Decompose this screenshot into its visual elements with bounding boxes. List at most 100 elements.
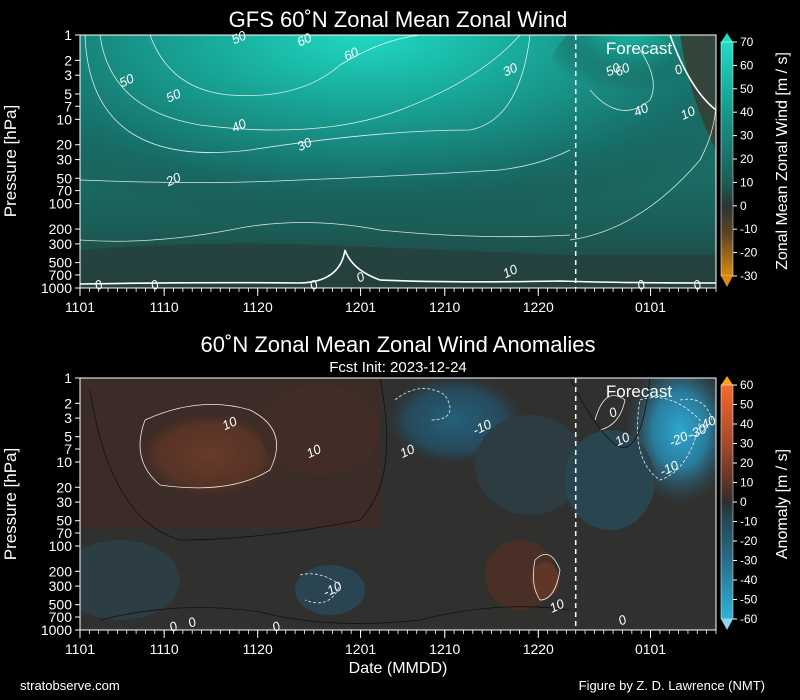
y-tick-label: 30 — [56, 152, 72, 168]
y-tick-label: 20 — [56, 137, 72, 153]
anomaly-field — [80, 378, 716, 630]
colorbar-tick-label: -10 — [740, 515, 758, 529]
chart-subtitle-bottom: Fcst Init: 2023-12-24 — [329, 359, 467, 376]
colorbar-tick-label: 60 — [740, 58, 754, 72]
contour-label: 30 — [295, 134, 315, 154]
colorbar-tick-label: 40 — [740, 105, 754, 119]
colorbar-tick-label: 60 — [740, 378, 754, 392]
y-tick-label: 500 — [49, 597, 73, 613]
contour-label: 60 — [295, 29, 315, 49]
x-tick-label: 0101 — [635, 641, 666, 657]
y-tick-label: 1000 — [41, 622, 72, 638]
y-tick-label: 10 — [56, 111, 72, 127]
contour-label: 60 — [613, 59, 633, 79]
contour-label: -10 — [470, 416, 494, 438]
contour-label: -10 — [657, 457, 681, 479]
x-tick-label: 1201 — [345, 641, 376, 657]
y-tick-label: 10 — [56, 454, 72, 470]
colorbar-tick-label: 30 — [740, 129, 754, 143]
contour-label: 50 — [164, 85, 184, 105]
x-tick-label: 1101 — [65, 299, 95, 315]
contour-label: 10 — [547, 596, 567, 616]
y-tick-label: 100 — [49, 538, 73, 554]
contour-label: 40 — [229, 115, 249, 135]
y-tick-label: 30 — [56, 494, 72, 510]
contour-label: 50 — [229, 27, 249, 47]
x-tick-label: 0101 — [635, 299, 666, 315]
colorbar-tick-label: 20 — [740, 152, 754, 166]
contour-label: -30 — [685, 421, 709, 443]
x-tick-label: 1220 — [523, 641, 554, 657]
y-tick-label: 5 — [64, 86, 72, 102]
y-tick-label: 5 — [64, 429, 72, 445]
colorbar-tick-label: 50 — [740, 398, 754, 412]
colorbar-tick-label: 10 — [740, 476, 754, 490]
y-tick-label: 70 — [56, 525, 72, 541]
chart-title-bottom: 60˚N Zonal Mean Zonal Wind Anomalies — [201, 332, 596, 357]
colorbar-tick-label: 30 — [740, 437, 754, 451]
y-tick-label: 1 — [64, 370, 72, 386]
colorbar-wind: 70 60 50 40 30 20 10 0 -10 -20 -30 Zonal Mean Zona… — [720, 33, 791, 287]
y-tick-label: 700 — [49, 609, 73, 625]
contour-label: 50 — [117, 70, 137, 90]
contour-label: 30 — [500, 59, 520, 79]
y-tick-label: 500 — [49, 255, 73, 271]
colorbar-label-wind: Zonal Mean Zonal Wind [m / s] — [774, 52, 791, 270]
contour-label: 20 — [163, 169, 184, 189]
y-tick-label: 300 — [49, 236, 73, 252]
colorbar-tick-label: -50 — [740, 593, 758, 607]
x-tick-label: 1101 — [65, 641, 95, 657]
y-tick-label: 300 — [49, 578, 73, 594]
forecast-label-top: Forecast — [606, 39, 672, 58]
colorbar-tick-label: 10 — [740, 175, 754, 189]
y-axis-label-top: Pressure [hPa] — [1, 105, 20, 217]
y-tick-label: 1 — [64, 27, 72, 43]
x-tick-label: 1201 — [345, 299, 376, 315]
contour-label: 40 — [631, 100, 651, 120]
colorbar-tick-label: 50 — [740, 82, 754, 96]
y-tick-label: 20 — [56, 479, 72, 495]
x-tick-label: 1210 — [429, 641, 460, 657]
wind-field — [80, 35, 716, 288]
forecast-label-bottom: Forecast — [606, 382, 672, 401]
colorbar-tick-label: -60 — [740, 612, 758, 626]
y-tick-label: 3 — [64, 67, 72, 83]
y-tick-label: 50 — [56, 170, 72, 186]
contour-label: -10 — [321, 578, 345, 600]
colorbar-tick-label: -30 — [740, 554, 758, 568]
x-tick-label: 1110 — [150, 299, 179, 315]
contour-label: -20 — [667, 428, 691, 450]
footer-credit-left: stratobserve.com — [20, 678, 120, 693]
contour-label: -40 — [695, 412, 719, 434]
x-axis-label: Date (MMDD) — [349, 660, 448, 677]
y-tick-label: 7 — [64, 441, 72, 457]
y-tick-label: 2 — [64, 395, 72, 411]
y-tick-label: 1000 — [41, 280, 72, 296]
footer-credit-right: Figure by Z. D. Lawrence (NMT) — [579, 678, 765, 693]
colorbar-anomaly: 60 50 40 30 20 10 0 -10 -20 -30 -40 -50 -60 Anomaly … — [720, 376, 791, 630]
y-tick-label: 50 — [56, 513, 72, 529]
y-tick-label: 100 — [49, 196, 73, 212]
colorbar-tick-label: -20 — [740, 534, 758, 548]
colorbar-tick-label: -40 — [740, 573, 758, 587]
contour-label: 10 — [304, 441, 324, 461]
y-axis-label-bottom: Pressure [hPa] — [1, 448, 20, 560]
colorbar-tick-label: -10 — [740, 222, 758, 236]
colorbar-tick-label: 0 — [740, 495, 747, 509]
colorbar-label-anomaly: Anomaly [m / s] — [774, 449, 791, 559]
y-tick-label: 700 — [49, 267, 73, 283]
y-tick-label: 3 — [64, 410, 72, 426]
contour-label: 10 — [220, 413, 240, 433]
contour-label: 10 — [397, 441, 417, 461]
contour-label: 10 — [613, 429, 633, 449]
x-tick-label: 1120 — [243, 299, 273, 315]
colorbar-tick-label: 40 — [740, 417, 754, 431]
colorbar-tick-label: -30 — [740, 269, 758, 283]
x-tick-label: 1220 — [523, 299, 554, 315]
chart-title-top: GFS 60˚N Zonal Mean Zonal Wind — [229, 7, 568, 32]
colorbar-tick-label: -20 — [740, 246, 758, 260]
y-tick-label: 7 — [64, 98, 72, 114]
